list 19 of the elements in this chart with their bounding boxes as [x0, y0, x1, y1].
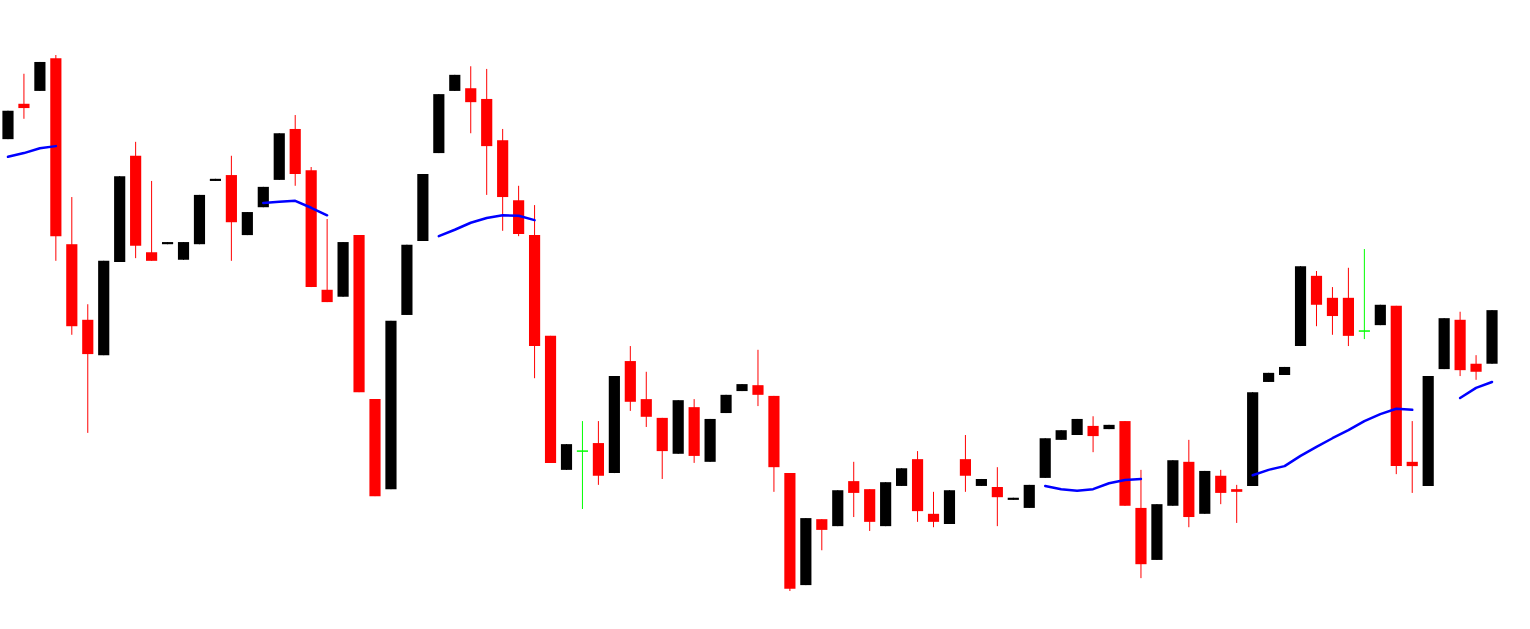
candlestick [848, 461, 860, 518]
candlestick [1215, 469, 1227, 505]
candlestick [1470, 354, 1482, 381]
candlestick [465, 65, 477, 134]
candlestick [321, 218, 333, 303]
candlestick [640, 371, 652, 428]
candlestick [816, 518, 828, 551]
candlestick [1326, 286, 1339, 336]
candlestick [927, 491, 940, 528]
candlestick [18, 73, 30, 120]
candlestick [1087, 415, 1099, 453]
candlestick [1358, 248, 1371, 340]
candlestick [991, 466, 1003, 527]
candlestick [1406, 420, 1418, 494]
candlestick [146, 180, 158, 262]
candlestick [752, 349, 764, 407]
candlestick [576, 420, 589, 510]
candlestick [959, 434, 972, 493]
candlestick [1231, 484, 1243, 524]
